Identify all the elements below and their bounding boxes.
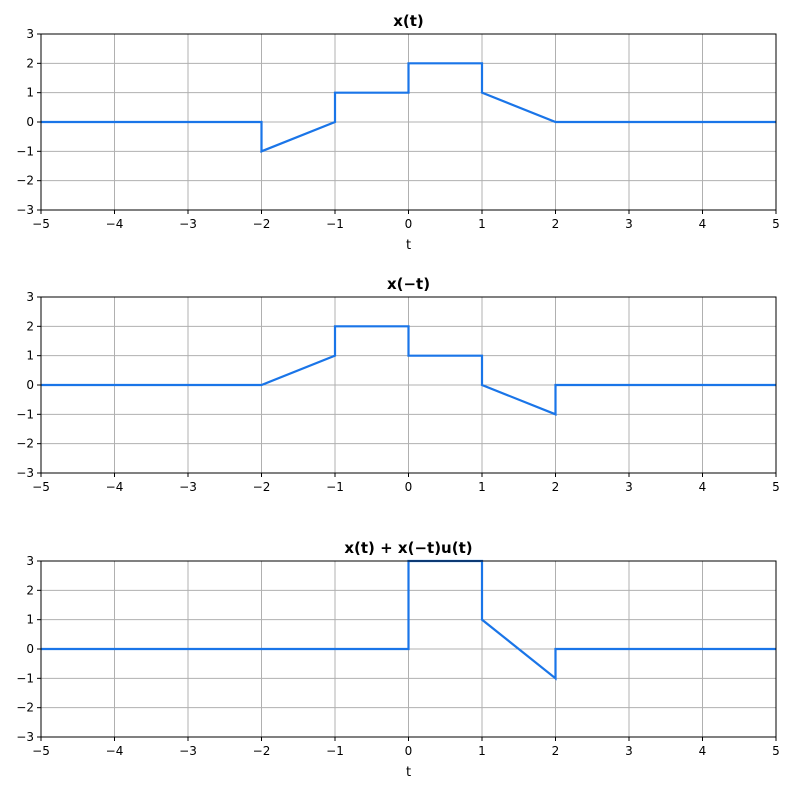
x-tick-label: −3 xyxy=(179,217,197,231)
x-tick-label: −5 xyxy=(32,480,50,494)
chart-title: x(−t) xyxy=(387,275,430,293)
x-axis-label: t xyxy=(406,238,411,253)
chart-title: x(t) + x(−t)u(t) xyxy=(344,539,472,557)
x-axis-label: t xyxy=(406,765,411,780)
x-tick-label: −3 xyxy=(179,480,197,494)
y-tick-label: 1 xyxy=(26,86,34,100)
x-tick-label: −5 xyxy=(32,744,50,758)
x-tick-label: 5 xyxy=(772,480,780,494)
y-tick-label: 2 xyxy=(26,583,34,597)
x-tick-label: 5 xyxy=(772,744,780,758)
y-tick-label: −2 xyxy=(16,174,34,188)
x-tick-label: −2 xyxy=(253,217,271,231)
y-tick-label: 1 xyxy=(26,349,34,363)
series-line xyxy=(41,559,776,681)
x-tick-label: 2 xyxy=(552,480,560,494)
x-tick-label: 2 xyxy=(552,217,560,231)
y-tick-label: −3 xyxy=(16,730,34,744)
x-tick-label: −4 xyxy=(106,480,124,494)
chart-title: x(t) xyxy=(393,12,424,30)
x-tick-label: −2 xyxy=(253,744,271,758)
chart-panel-1: −5 −4 −3 −2 −1 0 1 2 3 4 5 −3 −2 −1 0 1 2 3 x(t) t xyxy=(16,12,780,253)
x-tick-label: 1 xyxy=(478,744,486,758)
x-tick-label: 0 xyxy=(405,217,413,231)
x-tick-label: −1 xyxy=(326,744,344,758)
chart-panel-2: −5 −4 −3 −2 −1 0 1 2 3 4 5 −3 −2 −1 0 1 2 3 x(−t) xyxy=(16,275,780,494)
x-tick-label: 0 xyxy=(405,480,413,494)
x-tick-label: 3 xyxy=(625,217,633,231)
x-tick-label: −1 xyxy=(326,480,344,494)
y-tick-label: −1 xyxy=(16,407,34,421)
x-tick-label: 4 xyxy=(699,480,707,494)
x-tick-label: 0 xyxy=(405,744,413,758)
x-tick-label: −1 xyxy=(326,217,344,231)
x-tick-label: −4 xyxy=(106,744,124,758)
y-tick-label: 0 xyxy=(26,642,34,656)
x-tick-label: 3 xyxy=(625,744,633,758)
x-tick-label: −5 xyxy=(32,217,50,231)
series-line xyxy=(41,325,776,416)
x-tick-label: 4 xyxy=(699,744,707,758)
x-tick-label: 3 xyxy=(625,480,633,494)
y-tick-label: −3 xyxy=(16,466,34,480)
x-tick-label: 5 xyxy=(772,217,780,231)
y-tick-label: 1 xyxy=(26,613,34,627)
y-tick-label: 3 xyxy=(26,554,34,568)
x-tick-label: −2 xyxy=(253,480,271,494)
y-tick-label: 3 xyxy=(26,27,34,41)
y-tick-label: −3 xyxy=(16,203,34,217)
x-tick-label: −3 xyxy=(179,744,197,758)
y-tick-label: 0 xyxy=(26,378,34,392)
x-tick-label: 4 xyxy=(699,217,707,231)
x-tick-label: −4 xyxy=(106,217,124,231)
x-tick-label: 1 xyxy=(478,480,486,494)
y-tick-label: −2 xyxy=(16,701,34,715)
chart-panel-3: −5 −4 −3 −2 −1 0 1 2 3 4 5 −3 −2 −1 0 1 2 3 x(t) + x(−t)u(… xyxy=(16,539,780,780)
x-tick-label: 1 xyxy=(478,217,486,231)
y-tick-label: 0 xyxy=(26,115,34,129)
y-tick-label: −2 xyxy=(16,437,34,451)
y-tick-label: 3 xyxy=(26,290,34,304)
y-tick-label: −1 xyxy=(16,671,34,685)
y-tick-label: 2 xyxy=(26,56,34,70)
series-line xyxy=(41,62,776,153)
y-tick-label: −1 xyxy=(16,144,34,158)
y-tick-label: 2 xyxy=(26,319,34,333)
x-tick-label: 2 xyxy=(552,744,560,758)
